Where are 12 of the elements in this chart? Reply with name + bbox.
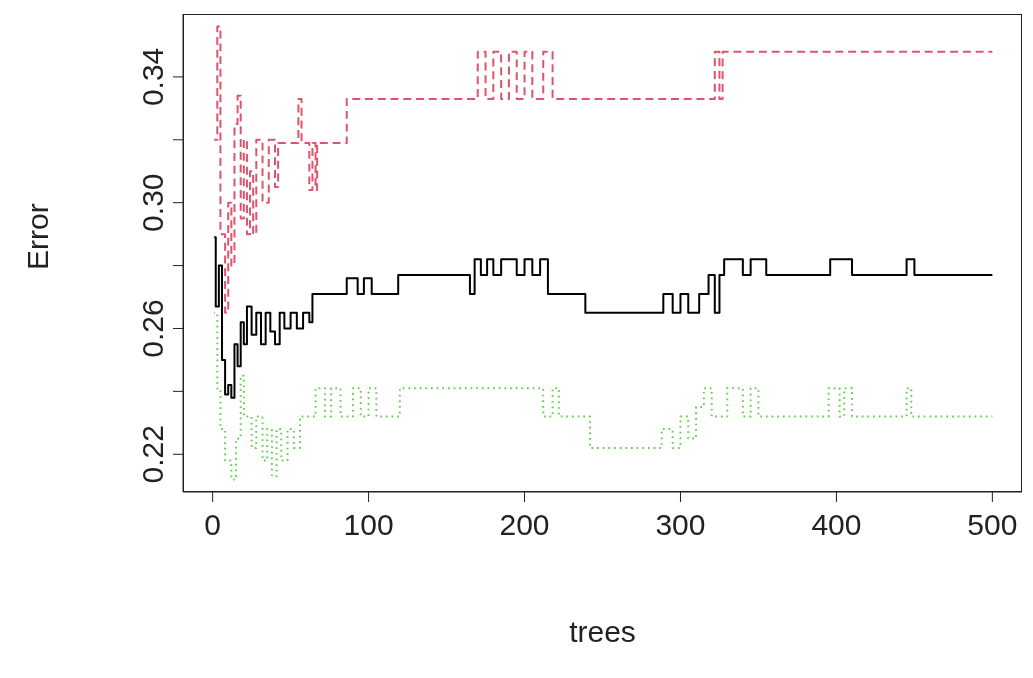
x-tick-label: 100 <box>343 508 394 542</box>
y-tick-label: 0.26 <box>136 299 169 358</box>
x-tick-label: 300 <box>655 508 706 542</box>
x-tick-label: 200 <box>499 508 550 542</box>
y-axis-title: Error <box>21 203 55 270</box>
x-tick-label: 500 <box>967 508 1018 542</box>
x-tick-label: 0 <box>204 508 221 542</box>
y-tick-label: 0.30 <box>136 173 169 232</box>
x-axis-title: trees <box>569 615 636 648</box>
y-tick-label: 0.22 <box>136 425 169 484</box>
x-tick-label: 400 <box>811 508 862 542</box>
y-tick-label: 0.34 <box>136 47 169 107</box>
